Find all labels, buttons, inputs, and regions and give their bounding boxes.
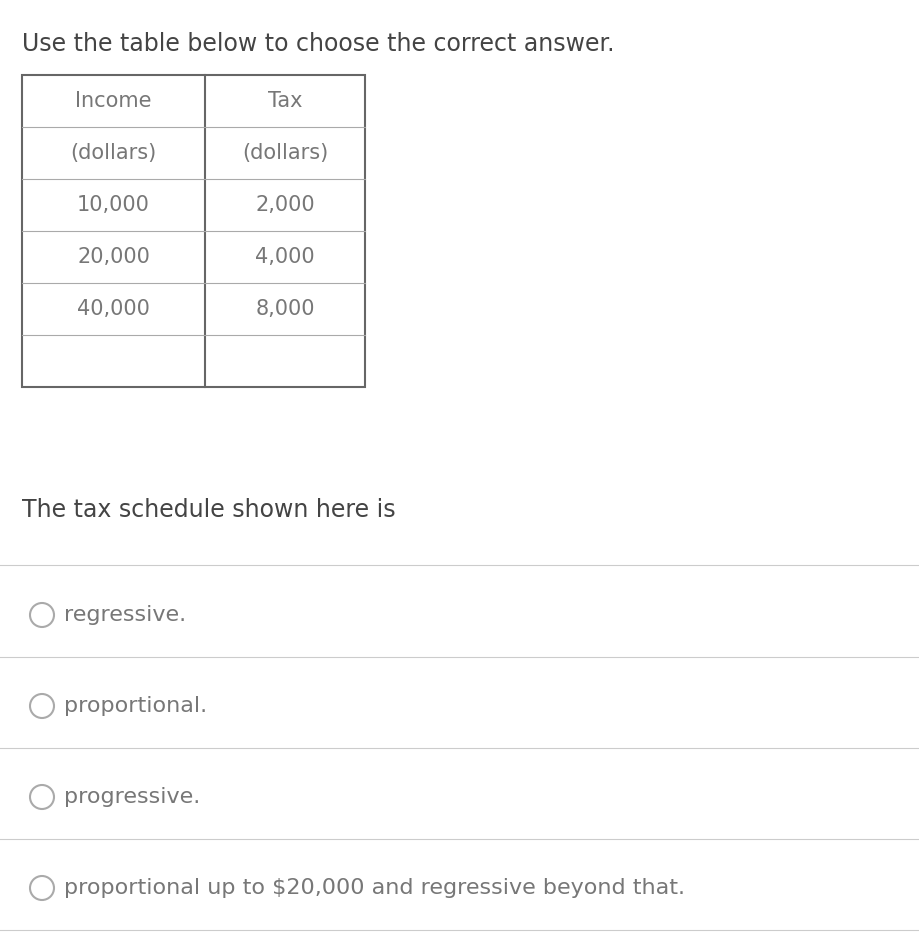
Text: 20,000: 20,000 bbox=[77, 247, 150, 267]
Text: Use the table below to choose the correct answer.: Use the table below to choose the correc… bbox=[22, 32, 615, 56]
Text: Income: Income bbox=[75, 91, 152, 111]
Text: proportional.: proportional. bbox=[64, 696, 207, 716]
Text: 10,000: 10,000 bbox=[77, 195, 150, 215]
Text: proportional up to $20,000 and regressive beyond that.: proportional up to $20,000 and regressiv… bbox=[64, 878, 685, 898]
Text: 40,000: 40,000 bbox=[77, 299, 150, 319]
Text: regressive.: regressive. bbox=[64, 605, 187, 625]
Text: (dollars): (dollars) bbox=[242, 143, 328, 163]
Text: The tax schedule shown here is: The tax schedule shown here is bbox=[22, 498, 395, 522]
Text: 2,000: 2,000 bbox=[255, 195, 315, 215]
Text: 4,000: 4,000 bbox=[255, 247, 315, 267]
Text: (dollars): (dollars) bbox=[71, 143, 156, 163]
Text: progressive.: progressive. bbox=[64, 787, 200, 807]
Bar bbox=[22, 75, 365, 387]
Text: 8,000: 8,000 bbox=[255, 299, 314, 319]
Text: Tax: Tax bbox=[267, 91, 302, 111]
